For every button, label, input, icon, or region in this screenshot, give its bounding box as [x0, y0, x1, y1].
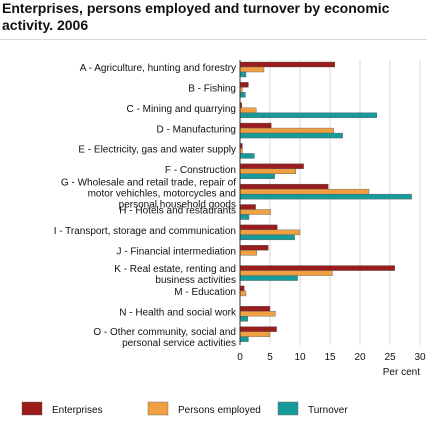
bar-enterprises — [239, 245, 269, 251]
legend-swatch-turnover — [277, 401, 299, 416]
category-label: A - Agriculture, hunting and forestry — [80, 63, 236, 74]
legend-swatch-persons-employed — [147, 401, 169, 416]
category-label-line: personal household goods — [119, 199, 236, 210]
bar-turnover — [239, 112, 378, 118]
category-label-line: personal service activities — [122, 338, 236, 349]
bar-enterprises — [239, 122, 272, 129]
bar-persons-employed — [239, 250, 257, 256]
x-tick-label: 0 — [237, 352, 243, 363]
bar-enterprises — [239, 163, 304, 169]
bar-persons-employed — [239, 229, 301, 236]
x-tick-label: 15 — [324, 352, 336, 363]
bars — [239, 61, 412, 342]
axes: 0 5 10 15 20 25 30 Per cent — [237, 60, 426, 378]
bar-persons-employed — [239, 311, 276, 317]
bar-enterprises — [239, 204, 256, 210]
bar-turnover — [239, 316, 249, 322]
category-label: B - Fishing — [188, 84, 236, 95]
x-tick-label: 25 — [384, 352, 396, 363]
bar-persons-employed — [239, 331, 271, 337]
x-tick-label: 10 — [294, 352, 306, 363]
chart-title: Enterprises, persons employed and turnov… — [2, 0, 390, 33]
category-label: J - Financial intermediation — [117, 246, 237, 257]
bar-enterprises — [239, 265, 396, 271]
bar-turnover — [239, 234, 295, 241]
category-label: K - Real estate, renting and business act… — [114, 264, 236, 286]
category-label: N - Health and social work — [119, 307, 237, 318]
bar-turnover — [239, 336, 249, 342]
x-axis-label: Per cent — [383, 367, 420, 378]
category-label: O - Other community, social and personal … — [93, 327, 236, 349]
category-label: M - Education — [174, 287, 236, 298]
bar-turnover — [239, 275, 298, 281]
category-label: E - Electricity, gas and water supply — [78, 145, 236, 156]
bar-enterprises — [239, 82, 249, 88]
bar-enterprises — [239, 326, 277, 332]
category-label: D - Manufacturing — [157, 124, 236, 135]
legend-swatch-enterprises — [21, 401, 43, 416]
category-label-line: business activities — [155, 275, 236, 286]
category-label-line: K - Real estate, renting and — [114, 264, 236, 275]
bar-turnover — [239, 214, 250, 220]
bar-enterprises — [239, 183, 329, 190]
title-divider — [0, 39, 427, 40]
bar-persons-employed — [239, 107, 257, 113]
category-label-line: G - Wholesale and retail trade, repair o… — [61, 177, 236, 188]
bar-enterprises — [239, 61, 336, 68]
bar-enterprises — [239, 224, 278, 231]
bar-persons-employed — [239, 168, 296, 174]
bar-turnover — [239, 71, 247, 78]
category-label: G - Wholesale and retail trade, repair o… — [61, 177, 236, 210]
bar-persons-employed — [239, 127, 334, 134]
bar-turnover — [239, 132, 343, 139]
bar-persons-employed — [239, 66, 265, 73]
legend-label: Turnover — [308, 405, 348, 416]
category-label-line: O - Other community, social and — [93, 327, 236, 338]
bar-turnover — [239, 153, 255, 159]
bar-persons-employed — [239, 270, 333, 276]
bar-turnover — [239, 193, 412, 200]
x-tick-label: 5 — [267, 352, 273, 363]
x-tick-label: 30 — [414, 352, 426, 363]
bar-enterprises — [239, 285, 245, 292]
legend[interactable]: Enterprises Persons employed Turnover — [21, 401, 348, 416]
bar-turnover — [239, 173, 275, 179]
x-tick-label: 20 — [354, 352, 366, 363]
legend-label: Enterprises — [52, 405, 103, 416]
category-labels: A - Agriculture, hunting and forestry B -… — [54, 63, 237, 349]
category-label: H - Hotels and restaurants — [119, 206, 236, 217]
category-label: C - Mining and quarrying — [127, 104, 237, 115]
bar-persons-employed — [239, 188, 370, 195]
legend-label: Persons employed — [178, 405, 261, 416]
bar-persons-employed — [239, 290, 247, 297]
bar-enterprises — [239, 306, 271, 312]
category-label: F - Construction — [165, 165, 236, 176]
category-label: I - Transport, storage and communication — [54, 226, 236, 237]
category-label-line: motor vehichles, motorcycles and — [88, 188, 236, 199]
grid-lines — [269, 60, 421, 345]
bar-turnover — [239, 92, 246, 98]
bar-persons-employed — [239, 209, 271, 215]
